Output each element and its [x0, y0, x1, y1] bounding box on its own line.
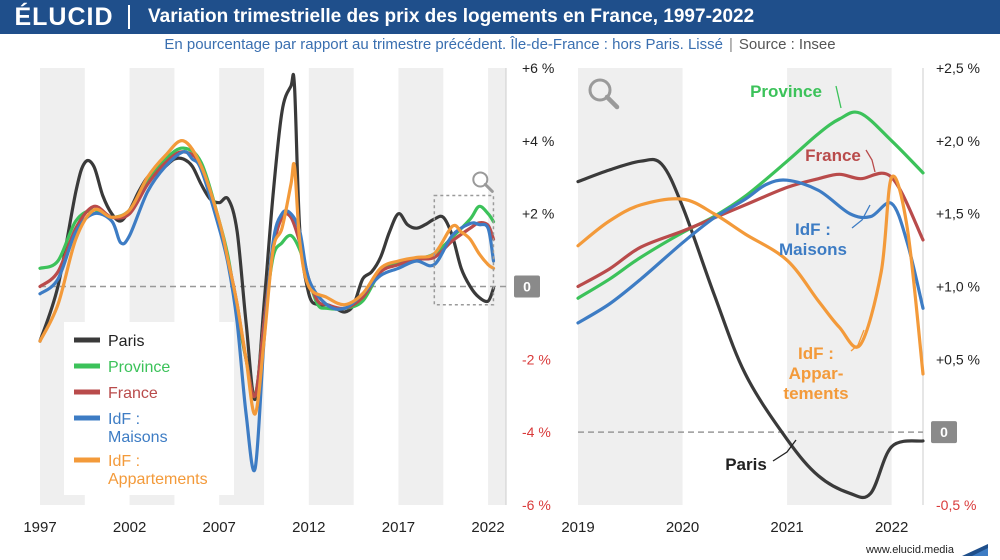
legend-label-line: IdF : [108, 411, 140, 428]
label-leader-line [865, 149, 876, 173]
y-tick-label: 0 [523, 279, 531, 295]
series-label-line: IdF : [795, 220, 831, 239]
legend-label: Paris [108, 333, 144, 350]
grid-band [787, 68, 892, 505]
magnifier-icon [588, 78, 620, 110]
grid-band [488, 68, 506, 505]
series-line-france [38, 150, 496, 399]
header-divider [128, 5, 130, 29]
x-tick-label: 2007 [203, 519, 236, 536]
y-tick-label: -4 % [522, 424, 551, 440]
header-bar: ÉLUCID Variation trimestrielle des prix … [0, 0, 1000, 34]
legend-label: IdF : Maisons [108, 411, 168, 446]
zero-badge [514, 275, 540, 298]
label-leader-line [772, 439, 797, 462]
footer-url[interactable]: www.elucid.media [865, 544, 954, 556]
series-line-idf_appartements [38, 139, 496, 416]
magnifier-lens [588, 78, 612, 102]
series-label: IdF : Appar-tements [783, 344, 848, 403]
series-label-line: tements [783, 384, 848, 403]
legend-label-line: IdF : [108, 453, 140, 470]
legend-label-line: Maisons [108, 429, 168, 446]
x-tick-label: 1997 [23, 519, 56, 536]
y-tick-label: -0,5 % [936, 497, 976, 513]
legend-label: IdF : Appartements [108, 453, 208, 488]
series-line-idf_maisons [576, 178, 925, 325]
label-leader-line [851, 204, 871, 229]
source-text: Source : Insee [738, 36, 836, 53]
y-tick-label: -6 % [522, 497, 551, 513]
series-label: Paris [725, 455, 767, 474]
y-tick-label: +4 % [522, 133, 554, 149]
page-title: Variation trimestrielle des prix des log… [148, 6, 755, 27]
series-line-province [576, 110, 925, 300]
series-label: IdF : Maisons [779, 220, 847, 259]
legend-label-line: Appartements [108, 471, 208, 488]
label-leader-line [835, 85, 842, 109]
series-label: France [805, 146, 861, 165]
magnifier-handle [483, 182, 494, 193]
label-leader-line [850, 329, 865, 352]
y-tick-label: +2 % [522, 206, 554, 222]
x-tick-label: 2021 [770, 519, 803, 536]
y-tick-label: +2,5 % [936, 60, 980, 76]
series-line-paris [576, 157, 925, 500]
zero-badge [931, 421, 957, 444]
legend-label: Province [108, 359, 170, 376]
x-tick-label: 2022 [471, 519, 504, 536]
y-tick-label: +1,5 % [936, 206, 980, 222]
legend-box [64, 322, 234, 495]
chart-subtitle: En pourcentage par rapport au trimestre … [0, 36, 1000, 53]
x-tick-label: 2022 [875, 519, 908, 536]
y-tick-label: 0 [940, 424, 948, 440]
series-label-line: Maisons [779, 240, 847, 259]
series-label-line: Appar- [789, 364, 844, 383]
subtitle-text: En pourcentage par rapport au trimestre … [164, 36, 723, 53]
magnifier-icon [472, 171, 494, 193]
y-tick-label: +6 % [522, 60, 554, 76]
subtitle-separator: | [728, 36, 733, 53]
y-tick-label: -2 % [522, 351, 551, 367]
y-tick-label: +2,0 % [936, 133, 980, 149]
zoom-region-box [433, 194, 495, 306]
series-label: Province [750, 82, 822, 101]
x-tick-label: 2019 [561, 519, 594, 536]
x-tick-label: 2017 [382, 519, 415, 536]
magnifier-lens [472, 171, 489, 188]
x-tick-label: 2012 [292, 519, 325, 536]
series-label-line: IdF : [798, 344, 834, 363]
logo: ÉLUCID [14, 3, 114, 31]
x-tick-label: 2020 [666, 519, 699, 536]
brand-mark-icon [962, 544, 988, 556]
series-line-idf_appartements [576, 174, 925, 376]
y-tick-label: +0,5 % [936, 351, 980, 367]
magnifier-handle [604, 94, 620, 110]
series-line-france [576, 171, 925, 289]
legend-label: France [108, 385, 158, 402]
y-tick-label: +1,0 % [936, 279, 980, 295]
x-tick-label: 2002 [113, 519, 146, 536]
